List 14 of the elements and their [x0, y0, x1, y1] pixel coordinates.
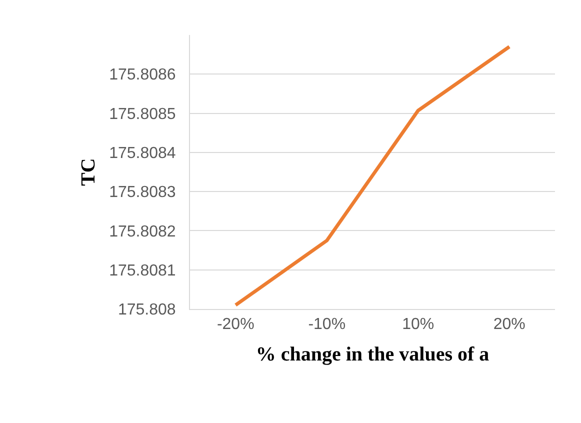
y-axis-title: TC — [78, 158, 100, 186]
y-tick-label: 175.8085 — [109, 106, 176, 123]
y-tick-label: 175.8086 — [109, 66, 176, 84]
x-tick-label: -20% — [216, 316, 254, 334]
line-series — [234, 44, 512, 307]
y-tick-label: 175.8083 — [109, 184, 176, 202]
y-tick-label: 175.8082 — [109, 223, 176, 240]
y-tick-label: 175.8081 — [109, 262, 176, 280]
y-tick-label: 175.8084 — [109, 145, 176, 162]
x-tick-label: 10% — [402, 316, 434, 334]
y-tick-label: 175.808 — [118, 302, 176, 319]
x-axis-title: % change in the values of a — [256, 344, 490, 366]
x-tick-label: 20% — [493, 316, 526, 334]
x-tick-label: -10% — [308, 316, 346, 334]
